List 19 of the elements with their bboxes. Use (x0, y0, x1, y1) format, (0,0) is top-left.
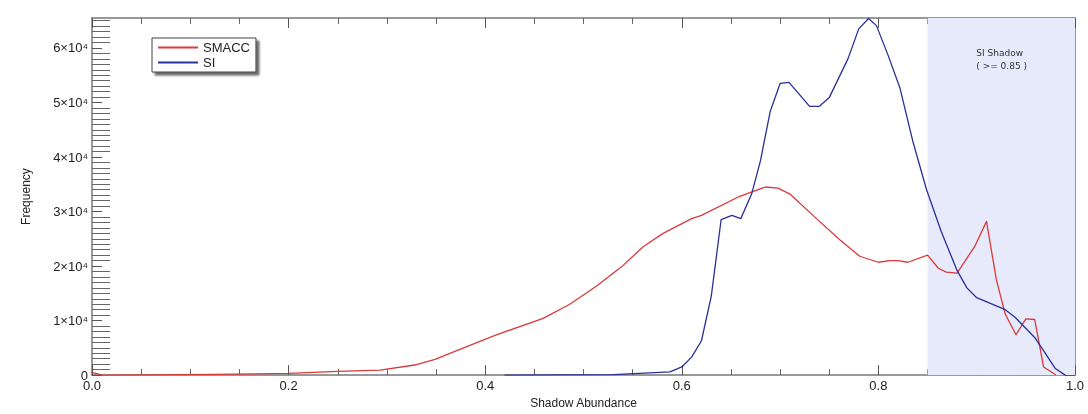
line-series (91, 186, 1056, 376)
y-tick-label: 3×10⁴ (53, 204, 88, 220)
y-tick-label: 5×10⁴ (53, 95, 88, 110)
legend-label: SI (203, 55, 216, 70)
x-tick-label: 0.8 (869, 378, 888, 394)
y-tick-label: 6×10⁴ (53, 40, 88, 56)
x-tick-label: 0.0 (82, 378, 102, 394)
x-tick-label: 0.2 (279, 378, 298, 394)
y-axis-title: Frequency (19, 168, 33, 225)
y-tick-label: 4×10⁴ (53, 149, 88, 165)
x-tick-label: 1.0 (1065, 378, 1085, 394)
x-axis-title: Shadow Abundance (530, 396, 638, 410)
line-series (504, 17, 1066, 376)
x-tick-label: 0.4 (476, 378, 495, 394)
y-tick-label: 1×10⁴ (53, 313, 88, 329)
y-tick-label: 2×10⁴ (53, 258, 88, 274)
band-label: SI Shadow ( >= 0.85 ) (976, 47, 1028, 71)
x-tick-label: 0.6 (672, 378, 691, 394)
legend-label: SMACC (203, 40, 250, 55)
